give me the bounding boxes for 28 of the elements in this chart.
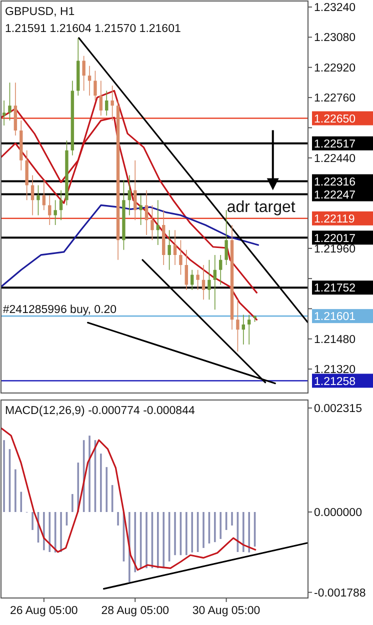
ref-line-label: 1.22517 [314, 138, 356, 150]
y-tick-label: 1.21320 [314, 364, 356, 376]
ref-line-label: 1.21752 [314, 282, 356, 295]
ref-line-label: 1.21258 [314, 376, 356, 388]
y-tick-label: 1.23240 [314, 2, 356, 14]
y-tick-label: 1.21480 [314, 334, 356, 346]
x-tick-label: 26 Aug 05:00 [10, 605, 78, 617]
annotation: #241285996 buy, 0.20 [2, 304, 117, 316]
ref-line-label: 1.22119 [314, 214, 355, 226]
y-tick-label: 1.22760 [314, 92, 356, 105]
y-tick-label: 0.002315 [314, 403, 362, 416]
ref-line-label: 1.21601 [314, 311, 356, 324]
chart-title: GBPUSD, H1 [5, 6, 75, 18]
chart-title: MACD(12,26,9) -0.000774 -0.000844 [5, 405, 196, 417]
ref-line-label: 1.22650 [314, 113, 356, 126]
y-tick-label: -0.001788 [314, 587, 366, 600]
y-tick-label: 1.21960 [314, 243, 356, 256]
y-tick-label: 1.22920 [314, 62, 356, 74]
y-tick-label: 1.23080 [314, 32, 356, 44]
ref-line-label: 1.22316 [314, 176, 356, 188]
x-tick-label: 30 Aug 05:00 [192, 605, 260, 617]
text: 1.21591 1.21604 1.21570 1.21601 [5, 23, 181, 35]
ref-line-label: 1.22017 [314, 232, 356, 245]
y-tick-label: 0.000000 [314, 507, 362, 520]
x-tick-label: 28 Aug 05:00 [101, 605, 170, 617]
ref-line-label: 1.22247 [314, 189, 356, 202]
y-tick-label: 1.22440 [314, 152, 356, 165]
annotation: adr target [226, 199, 296, 216]
